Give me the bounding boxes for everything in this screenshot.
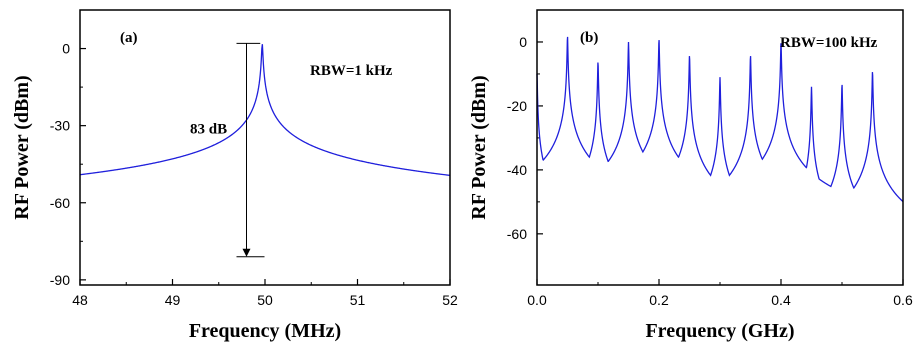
x-tick-label: 48 <box>72 292 88 308</box>
y-tick-label: -40 <box>507 162 527 178</box>
x-tick-label: 50 <box>257 292 273 308</box>
panel-b: 0.0 0.2 0.4 0.6 0 -20 -40 -60 (b) RBW=100 kHz F… <box>468 9 913 342</box>
panel-a: 48 49 50 51 52 0 -30 -60 -90 (a) RBW=1 kHz 83 dB… <box>11 9 458 342</box>
y-tick-label: -20 <box>507 98 527 114</box>
panel-b-label: (b) <box>580 30 598 46</box>
x-tick-label: 0.2 <box>649 292 669 308</box>
panel-a-label: (a) <box>120 30 138 46</box>
panel-a-ticks: 48 49 50 51 52 0 -30 -60 -90 <box>50 41 458 308</box>
panel-a-x-axis-title: Frequency (MHz) <box>189 320 341 342</box>
panel-a-frame <box>79 9 451 286</box>
x-tick-label: 52 <box>442 292 458 308</box>
y-tick-label: -30 <box>50 118 70 134</box>
x-tick-label: 49 <box>165 292 181 308</box>
y-tick-label: -90 <box>50 272 70 288</box>
x-tick-label: 51 <box>350 292 366 308</box>
panel-b-ticks: 0.0 0.2 0.4 0.6 0 -20 -40 -60 <box>507 34 913 308</box>
panel-a-83db-annotation: 83 dB <box>190 121 227 137</box>
x-tick-label: 0.0 <box>527 292 547 308</box>
panel-b-y-axis-title: RF Power (dBm) <box>468 75 490 219</box>
panel-a-rbw-annotation: RBW=1 kHz <box>310 63 393 79</box>
y-tick-label: 0 <box>62 41 70 57</box>
y-tick-label: -60 <box>50 195 70 211</box>
x-tick-label: 0.6 <box>893 292 913 308</box>
panel-a-dynamic-range-arrow <box>236 42 265 258</box>
panel-b-rbw-annotation: RBW=100 kHz <box>780 35 878 51</box>
panel-b-frame <box>536 9 904 286</box>
arrow-head <box>242 248 251 257</box>
panel-b-x-axis-title: Frequency (GHz) <box>645 320 794 342</box>
panel-b-trace <box>536 36 904 203</box>
y-tick-label: 0 <box>519 34 527 50</box>
x-tick-label: 0.4 <box>771 292 791 308</box>
y-tick-label: -60 <box>507 226 527 242</box>
panel-a-trace <box>79 44 451 177</box>
panel-a-y-axis-title: RF Power (dBm) <box>11 75 33 219</box>
